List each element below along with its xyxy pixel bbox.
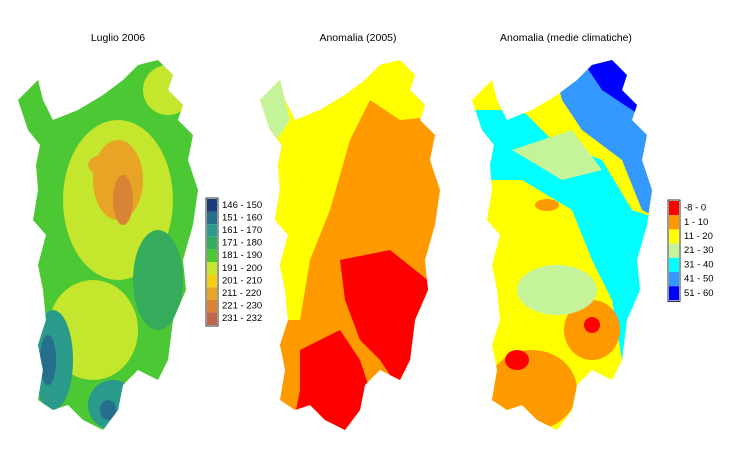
legend-swatch bbox=[669, 272, 679, 287]
legend-swatch bbox=[669, 286, 679, 301]
legend-label: 221 - 230 bbox=[222, 301, 262, 312]
legend-label: 31 - 40 bbox=[684, 259, 714, 270]
legend-label: 146 - 150 bbox=[222, 200, 262, 211]
legend-swatch bbox=[669, 229, 679, 244]
legend-label: 11 - 20 bbox=[684, 231, 713, 242]
panel-title: Anomalia (2005) bbox=[319, 32, 396, 44]
map-anomaly-climate bbox=[472, 60, 652, 430]
legend-swatch bbox=[207, 262, 217, 275]
panel-title: Anomalia (medie climatiche) bbox=[500, 32, 632, 44]
legend-swatch bbox=[207, 299, 217, 313]
legend-label: 181 - 190 bbox=[222, 250, 262, 261]
panel-title: Luglio 2006 bbox=[91, 32, 145, 44]
legend-label: 1 - 10 bbox=[684, 217, 708, 228]
legend-label: 161 - 170 bbox=[222, 225, 262, 236]
map-anomaly-2005 bbox=[260, 60, 440, 430]
legend-swatch bbox=[207, 249, 217, 262]
legend-swatch bbox=[207, 312, 217, 325]
map-fill bbox=[18, 60, 198, 430]
legend-box bbox=[205, 197, 219, 327]
map-fill bbox=[472, 60, 652, 430]
legend-label: 41 - 50 bbox=[684, 274, 714, 285]
legend-label: 211 - 220 bbox=[222, 288, 261, 299]
legend-label: 51 - 60 bbox=[684, 288, 714, 299]
legend-swatch bbox=[207, 224, 217, 237]
map-fill bbox=[260, 60, 440, 430]
legend-swatch bbox=[669, 257, 679, 272]
legend-swatch bbox=[207, 287, 217, 300]
legend-label: 171 - 180 bbox=[222, 238, 262, 249]
legend-label: 201 - 210 bbox=[222, 275, 262, 286]
legend-label: 151 - 160 bbox=[222, 212, 262, 223]
map-temperature bbox=[18, 60, 198, 430]
legend-swatch bbox=[207, 274, 217, 288]
legend-label: 21 - 30 bbox=[684, 245, 714, 256]
legend-box bbox=[667, 199, 681, 302]
legend-swatch bbox=[669, 243, 679, 258]
legend-swatch bbox=[207, 236, 217, 250]
legend-label: -8 - 0 bbox=[684, 203, 706, 214]
legend-swatch bbox=[207, 211, 217, 225]
legend-swatch bbox=[669, 215, 679, 230]
legend-swatch bbox=[669, 201, 679, 216]
legend-swatch bbox=[207, 199, 217, 212]
legend-label: 231 - 232 bbox=[222, 313, 262, 324]
legend-label: 191 - 200 bbox=[222, 263, 262, 274]
